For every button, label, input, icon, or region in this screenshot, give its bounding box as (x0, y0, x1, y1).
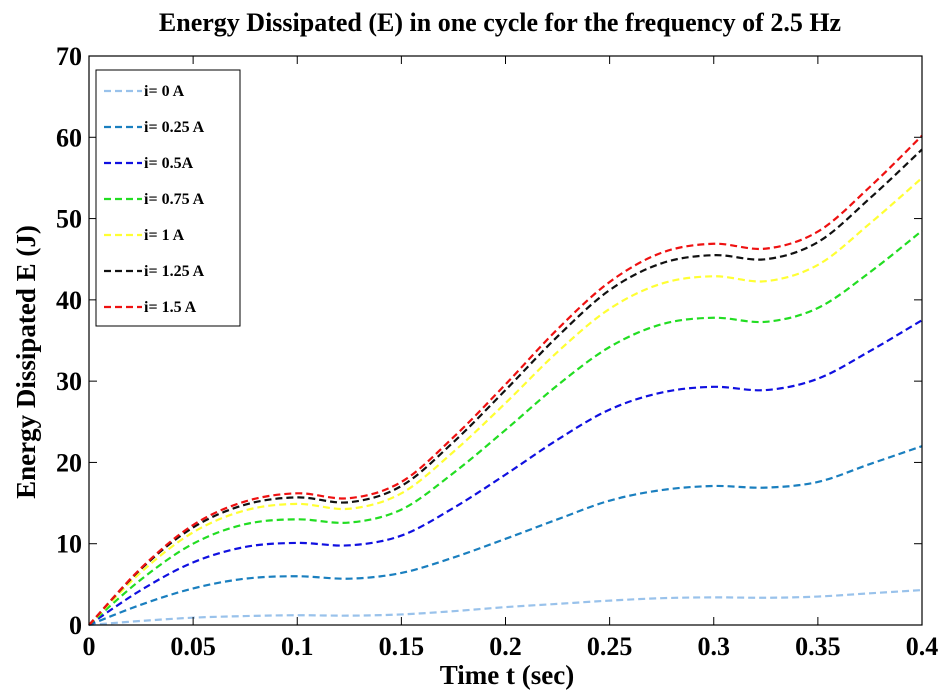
series-layer (88, 134, 923, 627)
legend-label-1: i= 0.25 A (144, 119, 205, 136)
legend-label-4: i= 1 A (144, 227, 185, 244)
series-line-5 (88, 148, 923, 626)
series-line-3 (88, 229, 923, 626)
y-tick-label: 40 (56, 286, 82, 315)
series-line-6 (88, 134, 923, 626)
x-tick-label: 0.05 (170, 632, 216, 661)
x-tick-label: 0 (83, 632, 96, 661)
x-tick-label: 0.25 (587, 632, 633, 661)
x-tick-label: 0.4 (906, 632, 939, 661)
y-tick-label: 70 (56, 42, 82, 71)
legend: i= 0 A i= 0.25 A i= 0.5A i= 0.75 A i= 1 A i= … (95, 69, 241, 327)
legend-label-3: i= 0.75 A (144, 191, 205, 208)
y-tick-label: 60 (56, 123, 82, 152)
y-axis-label: Energy Dissipated E (J) (11, 225, 41, 499)
series-line-4 (88, 177, 923, 626)
x-axis-label: Time t (sec) (440, 660, 574, 690)
x-tick-label: 0.2 (489, 632, 522, 661)
legend-label-6: i= 1.5 A (144, 299, 197, 316)
chart-title: Energy Dissipated (E) in one cycle for t… (159, 8, 841, 37)
x-tick-label: 0.15 (379, 632, 425, 661)
y-tick-label: 10 (56, 530, 82, 559)
legend-label-0: i= 0 A (144, 83, 185, 100)
series-line-1 (88, 445, 923, 627)
x-tick-label: 0.35 (795, 632, 841, 661)
axes: 0 0.05 0.1 0.15 0.2 0.25 0.3 0.35 0.4 0 10 20 30 40 50… (56, 42, 938, 661)
y-tick-label: 0 (69, 611, 82, 640)
legend-label-2: i= 0.5A (144, 155, 194, 172)
legend-label-5: i= 1.25 A (144, 263, 205, 280)
y-tick-label: 20 (56, 448, 82, 477)
x-tick-label: 0.1 (281, 632, 314, 661)
series-line-2 (88, 319, 923, 626)
y-tick-label: 30 (56, 367, 82, 396)
x-tick-label: 0.3 (698, 632, 731, 661)
y-tick-label: 50 (56, 205, 82, 234)
